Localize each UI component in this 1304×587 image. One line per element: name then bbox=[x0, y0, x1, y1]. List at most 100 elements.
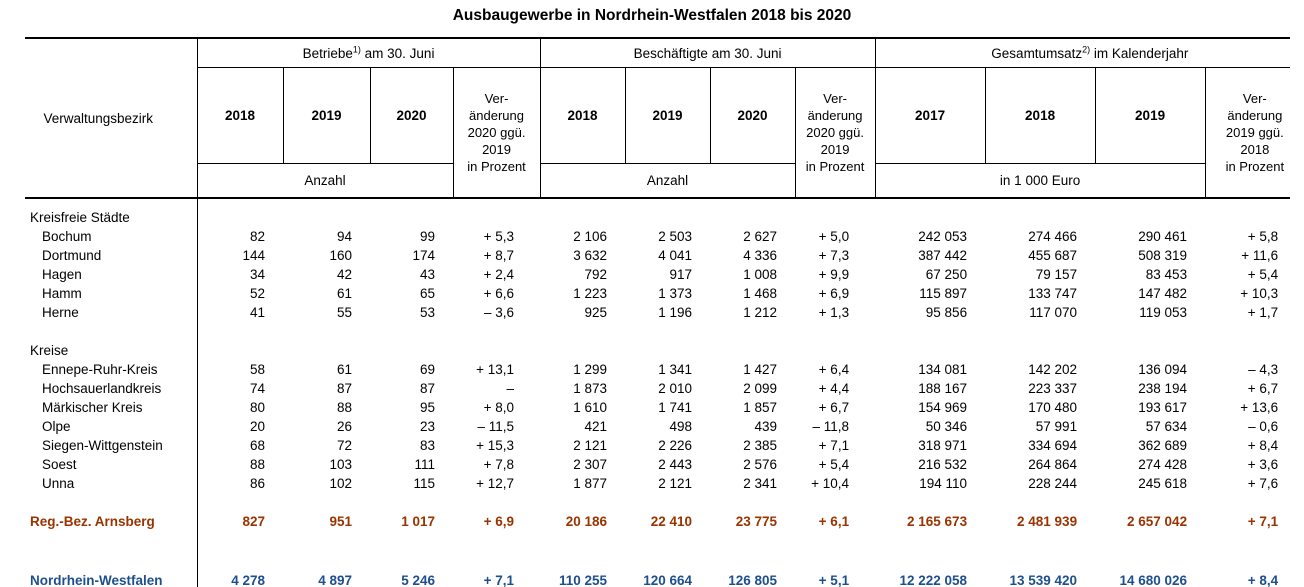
table-cell bbox=[985, 322, 1095, 341]
table-cell: 99 bbox=[419, 229, 435, 244]
year-header-betriebe-2018: 2018 bbox=[197, 67, 283, 164]
group-title: Beschäftigte am 30. Juni bbox=[633, 45, 782, 61]
table-cell bbox=[540, 341, 625, 360]
table-cell bbox=[453, 322, 540, 341]
unit-header-umsatz: in 1 000 Euro bbox=[874, 163, 1206, 199]
table-cell: + 7,3 bbox=[818, 248, 850, 263]
table-cell: + 5,1 bbox=[818, 573, 850, 587]
table-cell: + 3,6 bbox=[1247, 457, 1279, 472]
table-cell: 53 bbox=[419, 305, 435, 320]
table-cell: + 1,7 bbox=[1247, 305, 1279, 320]
table-cell: 439 bbox=[754, 419, 778, 434]
table-cell: 61 bbox=[336, 362, 352, 377]
page-title: Ausbaugewerbe in Nordrhein-Westfalen 201… bbox=[452, 7, 852, 24]
table-cell bbox=[710, 493, 795, 512]
table-cell: 2 576 bbox=[743, 457, 778, 472]
table-cell: 334 694 bbox=[1028, 438, 1078, 453]
table-cell: 242 053 bbox=[918, 229, 968, 244]
group-header-beschaeftigte: Beschäftigte am 30. Juni bbox=[539, 37, 876, 68]
table-cell: 1 873 bbox=[573, 381, 608, 396]
year-header-umsatz-2019: 2019 bbox=[1094, 67, 1206, 164]
table-cell: 87 bbox=[419, 381, 435, 396]
table-cell: 160 bbox=[329, 248, 352, 263]
table-row-spacer bbox=[0, 322, 1304, 341]
table-cell: 188 167 bbox=[918, 381, 968, 396]
row-label bbox=[0, 322, 198, 341]
table-cell: 88 bbox=[336, 400, 352, 415]
table-cell: + 10,4 bbox=[811, 476, 850, 491]
table-cell bbox=[453, 198, 540, 208]
table-cell: + 7,1 bbox=[483, 573, 515, 587]
table-cell bbox=[370, 493, 453, 512]
table-cell: 2 443 bbox=[658, 457, 693, 472]
change-header-beschaeftigte: Ver- änderung 2020 ggü. 2019 in Prozent bbox=[794, 67, 876, 199]
table-row-ennepe-ruhr-kreis: Ennepe-Ruhr-Kreis 58 61 69 + 13,1 1 299 1 341 1… bbox=[0, 360, 1304, 379]
row-label: Olpe bbox=[0, 417, 198, 436]
table-cell bbox=[197, 493, 283, 512]
table-cell: + 5,4 bbox=[818, 457, 850, 472]
row-label: Hagen bbox=[0, 265, 198, 284]
table-row-spacer bbox=[0, 493, 1304, 512]
table-cell bbox=[197, 322, 283, 341]
table-cell: 119 053 bbox=[1139, 305, 1188, 320]
table-cell: + 8,4 bbox=[1247, 573, 1279, 587]
table-cell: 144 bbox=[242, 248, 265, 263]
table-cell: 72 bbox=[336, 438, 352, 453]
table-cell: + 7,6 bbox=[1247, 476, 1279, 491]
table-cell: 1 212 bbox=[743, 305, 778, 320]
table-cell: 2 010 bbox=[658, 381, 693, 396]
table-cell bbox=[453, 493, 540, 512]
table-cell: 2 341 bbox=[743, 476, 778, 491]
unit-header-beschaeftigte: Anzahl bbox=[539, 163, 796, 199]
table-cell bbox=[795, 322, 875, 341]
table-cell bbox=[1205, 322, 1304, 341]
group-title: Betriebe bbox=[302, 45, 353, 61]
table-cell bbox=[197, 198, 283, 208]
table-cell: 2 307 bbox=[573, 457, 608, 472]
table-cell: 245 618 bbox=[1138, 476, 1188, 491]
table-cell bbox=[985, 208, 1095, 227]
table-cell: 23 775 bbox=[735, 514, 778, 529]
table-row-olpe: Olpe 20 26 23 – 11,5 421 498 439 – 11,8 50 346 57 … bbox=[0, 417, 1304, 436]
year-header-betriebe-2019: 2019 bbox=[282, 67, 370, 164]
table-cell: 20 bbox=[249, 419, 265, 434]
table-cell bbox=[710, 208, 795, 227]
table-cell: + 5,4 bbox=[1247, 267, 1279, 282]
table-cell bbox=[795, 493, 875, 512]
footnote-marker-2: 2) bbox=[1082, 44, 1091, 54]
table-cell: + 6,6 bbox=[483, 286, 515, 301]
table-cell: 274 428 bbox=[1138, 457, 1188, 472]
table-cell bbox=[985, 341, 1095, 360]
table-cell: 170 480 bbox=[1028, 400, 1078, 415]
table-cell: + 10,3 bbox=[1240, 286, 1279, 301]
table-cell: 58 bbox=[249, 362, 265, 377]
table-cell bbox=[625, 493, 710, 512]
table-cell bbox=[197, 341, 283, 360]
table-cell: 136 094 bbox=[1138, 362, 1188, 377]
row-label: Soest bbox=[0, 455, 198, 474]
year-header-betriebe-2020: 2020 bbox=[369, 67, 453, 164]
table-cell: 74 bbox=[249, 381, 265, 396]
row-label: Hamm bbox=[0, 284, 198, 303]
table-cell: 117 070 bbox=[1029, 305, 1078, 320]
table-cell: 1 610 bbox=[573, 400, 608, 415]
table-cell bbox=[1205, 208, 1304, 227]
row-label: Hochsauerlandkreis bbox=[0, 379, 198, 398]
table-cell bbox=[875, 208, 985, 227]
table-cell: 79 157 bbox=[1035, 267, 1078, 282]
row-label: Ennepe-Ruhr-Kreis bbox=[0, 360, 198, 379]
statistics-table: Verwaltungsbezirk Betriebe1) am 30. Juni… bbox=[0, 37, 1304, 587]
table-cell: 1 196 bbox=[658, 305, 693, 320]
table-cell bbox=[625, 198, 710, 208]
table-cell: 1 427 bbox=[743, 362, 778, 377]
table-cell: 57 991 bbox=[1035, 419, 1078, 434]
table-cell: 94 bbox=[336, 229, 352, 244]
table-cell: + 2,4 bbox=[483, 267, 515, 282]
table-cell bbox=[283, 208, 370, 227]
table-row-unna: Unna 86 102 115 + 12,7 1 877 2 121 2 341 + 10,4 1… bbox=[0, 474, 1304, 493]
table-cell: 387 442 bbox=[918, 248, 968, 263]
table-cell bbox=[1205, 531, 1304, 571]
table-cell: + 7,8 bbox=[483, 457, 515, 472]
group-title-rest: am 30. Juni bbox=[360, 45, 435, 61]
table-cell: 1 877 bbox=[573, 476, 608, 491]
